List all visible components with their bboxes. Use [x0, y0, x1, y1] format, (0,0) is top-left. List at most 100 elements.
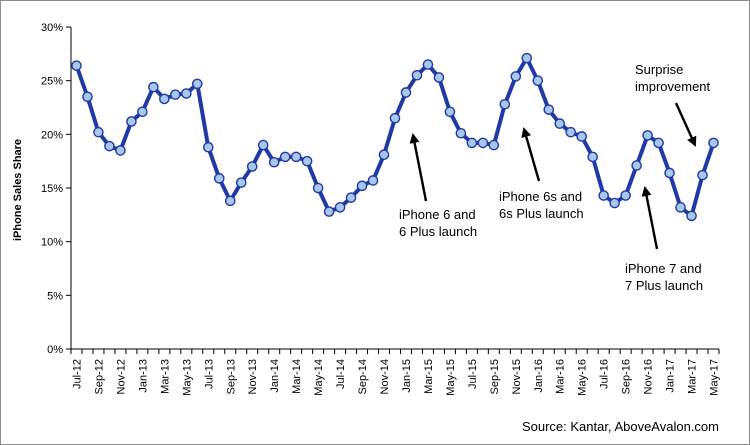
data-point [466, 137, 478, 149]
data-point [104, 140, 115, 152]
x-tick-label: Nov-14 [379, 359, 391, 394]
x-tick-label: Nov-12 [115, 359, 127, 394]
annotation-text: iPhone 6 and 6 Plus launch [399, 207, 477, 239]
x-tick-label: Nov-15 [511, 359, 523, 394]
data-point [598, 190, 609, 201]
data-point [93, 126, 104, 138]
data-point [620, 190, 631, 201]
x-tick-label: Mar-13 [159, 359, 171, 394]
annotation-text: iPhone 6s and 6s Plus launch [499, 189, 584, 221]
data-point [675, 202, 686, 213]
x-tick-label: Nov-13 [247, 359, 259, 394]
annotation-line: Surprise [635, 62, 683, 77]
source-note: Source: Kantar, AboveAvalon.com [522, 419, 719, 434]
y-tick-label: 5% [47, 290, 63, 302]
y-tick-label: 15% [41, 183, 63, 195]
x-tick-label: Sep-12 [93, 359, 105, 394]
data-point [477, 137, 489, 149]
x-tick-label: Mar-15 [423, 359, 435, 394]
data-point [345, 192, 357, 203]
data-point [631, 160, 642, 171]
data-point [235, 177, 247, 188]
data-point [389, 112, 401, 124]
x-axis-ticks: Jul-12 Sep-12 Nov-12 Jan-13 Mar-13 May-13 Jul-… [70, 349, 721, 396]
data-point [653, 137, 664, 149]
x-tick-label: Mar-17 [687, 359, 699, 394]
x-tick-label: Jul-13 [203, 359, 215, 389]
data-point [82, 91, 93, 103]
annotation-arrow [409, 133, 428, 202]
data-point [543, 104, 555, 115]
data-point [159, 93, 170, 105]
x-tick-label: Jan-13 [137, 359, 149, 393]
annotation-line: iPhone 6 and [399, 207, 476, 222]
data-point [488, 139, 500, 151]
x-tick-label: Jan-15 [401, 359, 413, 393]
axes [70, 27, 719, 350]
annotation: iPhone 7 and 7 Plus launch [625, 186, 703, 293]
x-tick-label: Jan-16 [533, 359, 545, 393]
x-tick-label: Jan-14 [269, 359, 281, 393]
x-tick-label: Sep-14 [357, 359, 369, 394]
series-line [74, 56, 716, 218]
data-point [565, 126, 577, 138]
data-point [126, 116, 137, 127]
data-point [367, 175, 379, 186]
annotation-line: improvement [635, 79, 711, 94]
data-point [224, 195, 236, 207]
x-tick-label: Mar-14 [291, 359, 303, 394]
data-point [356, 180, 368, 192]
data-point [246, 161, 258, 172]
annotation-line: iPhone 7 and [625, 261, 702, 276]
data-point [290, 151, 302, 163]
data-point [609, 197, 620, 209]
data-point [334, 202, 346, 213]
x-tick-label: Sep-15 [489, 359, 501, 394]
x-tick-label: May-17 [709, 359, 721, 396]
x-tick-label: Jul-15 [467, 359, 479, 389]
annotation-line: 7 Plus launch [625, 278, 703, 293]
annotations: iPhone 6 and 6 Plus launch iPhone 6s and 6s… [399, 62, 711, 293]
annotation-line: iPhone 6s and [499, 189, 582, 204]
x-tick-label: Mar-16 [555, 359, 567, 394]
data-point [137, 106, 148, 118]
x-tick-label: Jul-16 [599, 359, 611, 389]
data-point [115, 145, 126, 156]
data-point [642, 130, 653, 141]
data-point [411, 70, 423, 81]
data-point [378, 149, 390, 161]
annotation-arrow [674, 102, 697, 147]
y-tick-label: 20% [41, 129, 63, 141]
annotation-arrow [521, 127, 541, 182]
y-tick-label: 0% [47, 344, 63, 356]
data-point [664, 167, 675, 179]
data-point [499, 98, 511, 110]
y-axis-ticks: 0% 5% 10% 15% 20% 25% 30% [41, 22, 71, 356]
data-point [521, 52, 533, 64]
data-point [148, 81, 159, 93]
data-point [697, 169, 708, 181]
data-point [268, 156, 280, 168]
x-tick-label: Jul-14 [335, 359, 347, 389]
data-point [444, 106, 456, 118]
data-point [312, 182, 324, 194]
x-tick-label: May-15 [445, 359, 457, 396]
y-tick-label: 25% [41, 76, 63, 88]
y-tick-label: 10% [41, 237, 63, 249]
data-point [686, 210, 697, 222]
data-point [202, 141, 214, 153]
data-point [279, 151, 291, 163]
x-tick-label: May-14 [313, 359, 325, 396]
data-point [433, 72, 445, 83]
annotation-line: 6s Plus launch [499, 206, 584, 221]
data-point [587, 151, 598, 163]
data-point [192, 78, 203, 90]
data-point [301, 155, 313, 167]
y-tick-label: 30% [41, 22, 63, 34]
annotation: iPhone 6s and 6s Plus launch [499, 127, 584, 221]
annotation-text: iPhone 7 and 7 Plus launch [625, 261, 703, 293]
annotation-text: Surprise improvement [635, 62, 711, 94]
data-point [510, 71, 522, 82]
